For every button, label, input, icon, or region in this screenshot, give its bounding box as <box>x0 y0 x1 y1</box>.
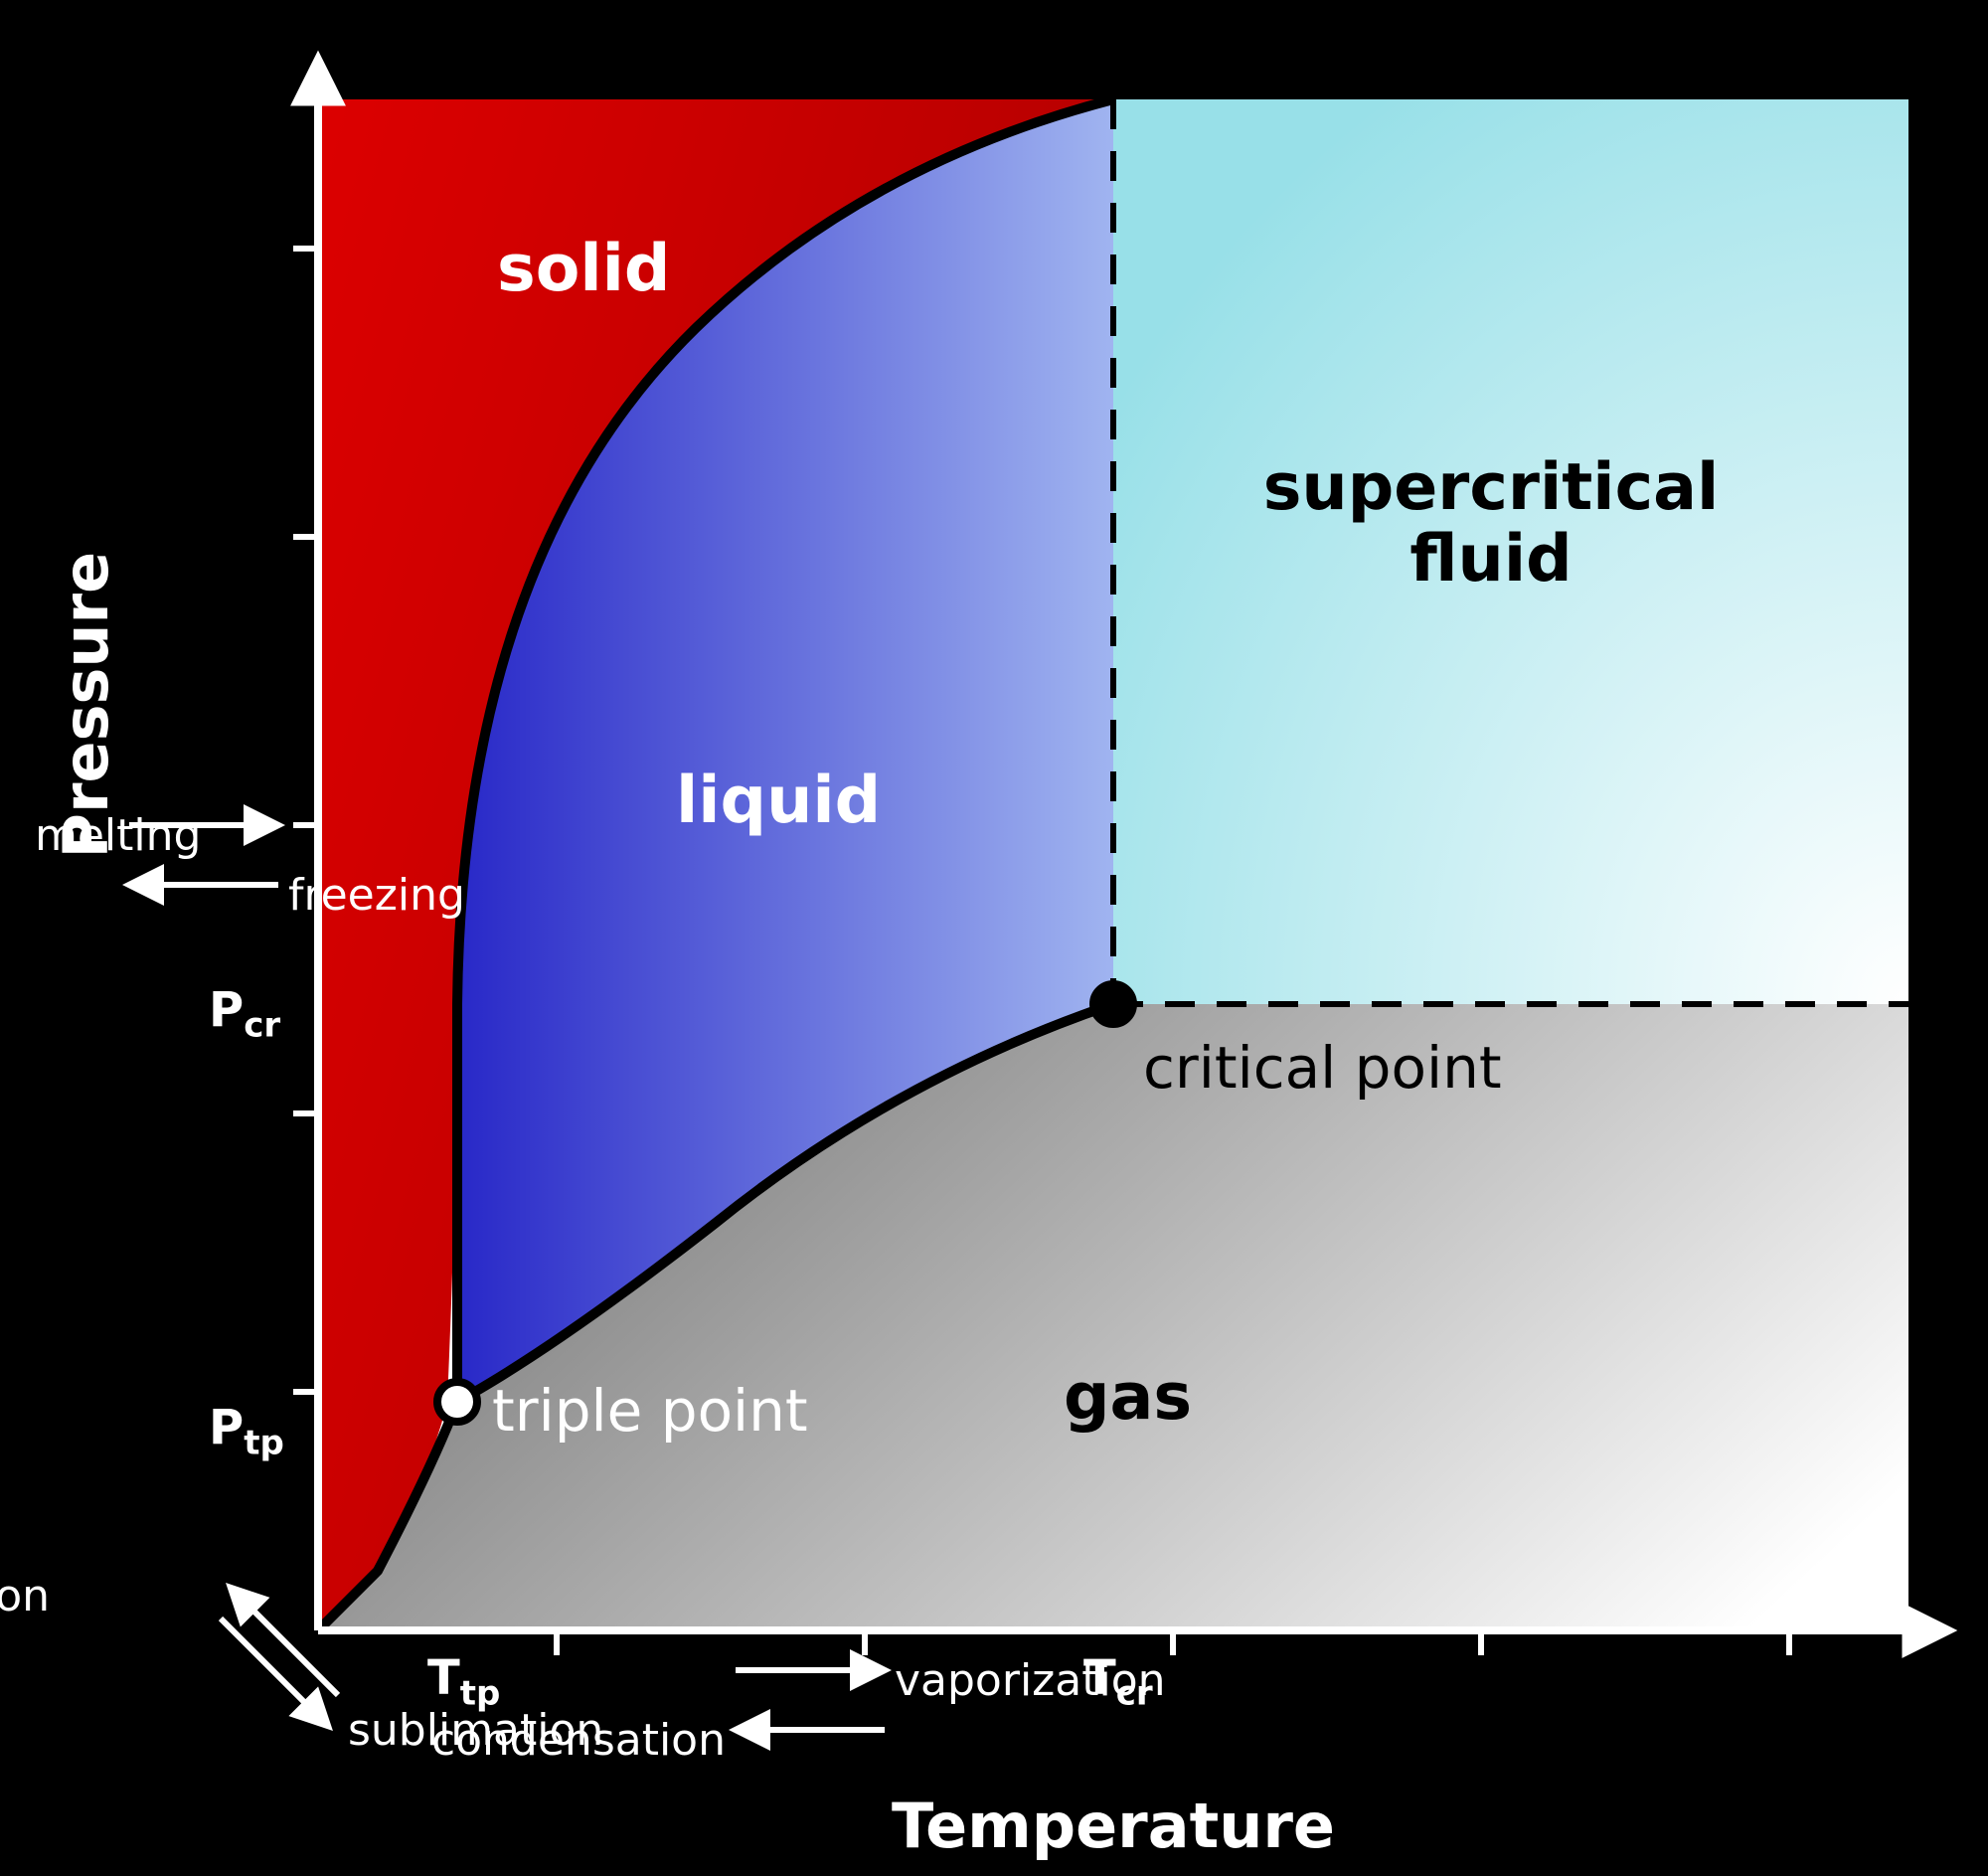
freezing-arrow-label: freezing <box>288 870 465 921</box>
pcr-label: Pcr <box>209 982 280 1046</box>
supercritical-label: supercriticalfluid <box>1263 452 1720 595</box>
x-axis-label: Temperature <box>892 1790 1335 1862</box>
critical-point-label: critical point <box>1143 1034 1502 1102</box>
ptp-label: Ptp <box>209 1400 284 1463</box>
gas-label: gas <box>1064 1362 1192 1434</box>
solid-label: solid <box>497 234 670 305</box>
critical-point <box>1093 984 1133 1024</box>
liquid-label: liquid <box>676 766 881 837</box>
melting-arrow-label: melting <box>35 810 201 861</box>
diagram-svg <box>0 0 1988 1876</box>
vaporization-arrow-label: vaporization <box>895 1655 1166 1706</box>
triple-point-label: triple point <box>492 1377 808 1445</box>
condensation-arrow-label: condensation <box>431 1715 726 1766</box>
phase-diagram: Pressure Temperature Pcr Ptp Ttp Tcr sol… <box>0 0 1988 1876</box>
deposition-arrow-label: deposition <box>0 1571 50 1621</box>
triple-point <box>437 1382 477 1422</box>
